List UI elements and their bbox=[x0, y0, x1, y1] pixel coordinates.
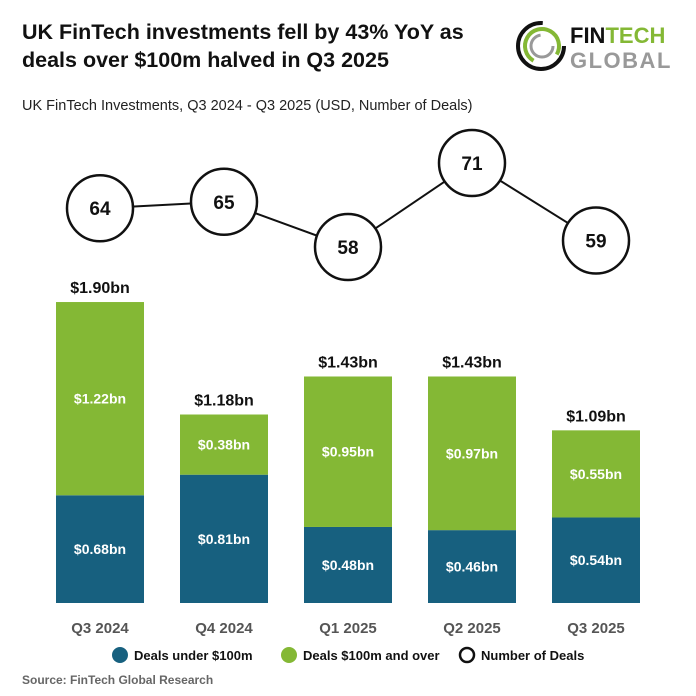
fintech-global-logo: FINTECH GLOBAL bbox=[516, 21, 672, 73]
total-label: $1.90bn bbox=[70, 280, 130, 297]
data-label-under: $0.54bn bbox=[570, 552, 622, 568]
data-label-under: $0.81bn bbox=[198, 531, 250, 547]
data-label-over: $0.55bn bbox=[570, 466, 622, 482]
legend-label: Deals $100m and over bbox=[303, 648, 440, 663]
svg-text:FINTECH: FINTECH bbox=[570, 23, 665, 48]
deal-count-label: 65 bbox=[213, 193, 235, 214]
bar-100m-and-over bbox=[304, 376, 392, 527]
bar-100m-and-over bbox=[180, 414, 268, 475]
page-title: UK FinTech investments fell by 43% YoY a… bbox=[22, 20, 464, 72]
deal-count-label: 71 bbox=[461, 154, 483, 175]
legend-label: Number of Deals bbox=[481, 648, 584, 663]
legend-marker bbox=[281, 647, 297, 663]
deal-count-marker bbox=[65, 173, 135, 243]
x-tick-label: Q3 2024 bbox=[71, 620, 129, 637]
bar-under-100m bbox=[56, 495, 144, 603]
deal-count-marker bbox=[437, 128, 507, 198]
bar-under-100m bbox=[304, 526, 392, 603]
bar-under-100m bbox=[180, 474, 268, 603]
data-label-under: $0.68bn bbox=[74, 541, 126, 557]
bar-100m-and-over bbox=[56, 302, 144, 496]
deal-count-marker bbox=[189, 167, 259, 237]
deal-count-label: 58 bbox=[337, 238, 358, 259]
bar-100m-and-over bbox=[552, 430, 640, 518]
x-tick-label: Q3 2025 bbox=[567, 620, 625, 637]
x-tick-label: Q4 2024 bbox=[195, 620, 253, 637]
bar-under-100m bbox=[428, 530, 516, 603]
legend-marker bbox=[458, 646, 476, 664]
deal-count-marker bbox=[313, 212, 383, 282]
bar-under-100m bbox=[552, 517, 640, 603]
total-label: $1.09bn bbox=[566, 408, 626, 425]
deal-count-marker bbox=[561, 206, 631, 275]
data-label-over: $0.95bn bbox=[322, 444, 374, 460]
total-label: $1.18bn bbox=[194, 393, 254, 410]
data-label-over: $0.97bn bbox=[446, 445, 498, 461]
x-tick-label: Q1 2025 bbox=[319, 620, 377, 637]
deal-count-label: 64 bbox=[89, 199, 111, 220]
data-label-over: $1.22bn bbox=[74, 391, 126, 407]
svg-text:GLOBAL: GLOBAL bbox=[570, 48, 672, 73]
legend-marker bbox=[112, 647, 128, 663]
data-label-under: $0.48bn bbox=[322, 557, 374, 573]
data-label-under: $0.46bn bbox=[446, 559, 498, 575]
bar-100m-and-over bbox=[428, 376, 516, 531]
source-note: Source: FinTech Global Research bbox=[22, 673, 214, 687]
total-label: $1.43bn bbox=[318, 354, 378, 371]
x-tick-label: Q2 2025 bbox=[443, 620, 501, 637]
deal-count-label: 59 bbox=[585, 232, 606, 253]
chart-subtitle: UK FinTech Investments, Q3 2024 - Q3 202… bbox=[22, 98, 473, 114]
legend-label: Deals under $100m bbox=[134, 648, 253, 663]
total-label: $1.43bn bbox=[442, 354, 502, 371]
data-label-over: $0.38bn bbox=[198, 437, 250, 453]
